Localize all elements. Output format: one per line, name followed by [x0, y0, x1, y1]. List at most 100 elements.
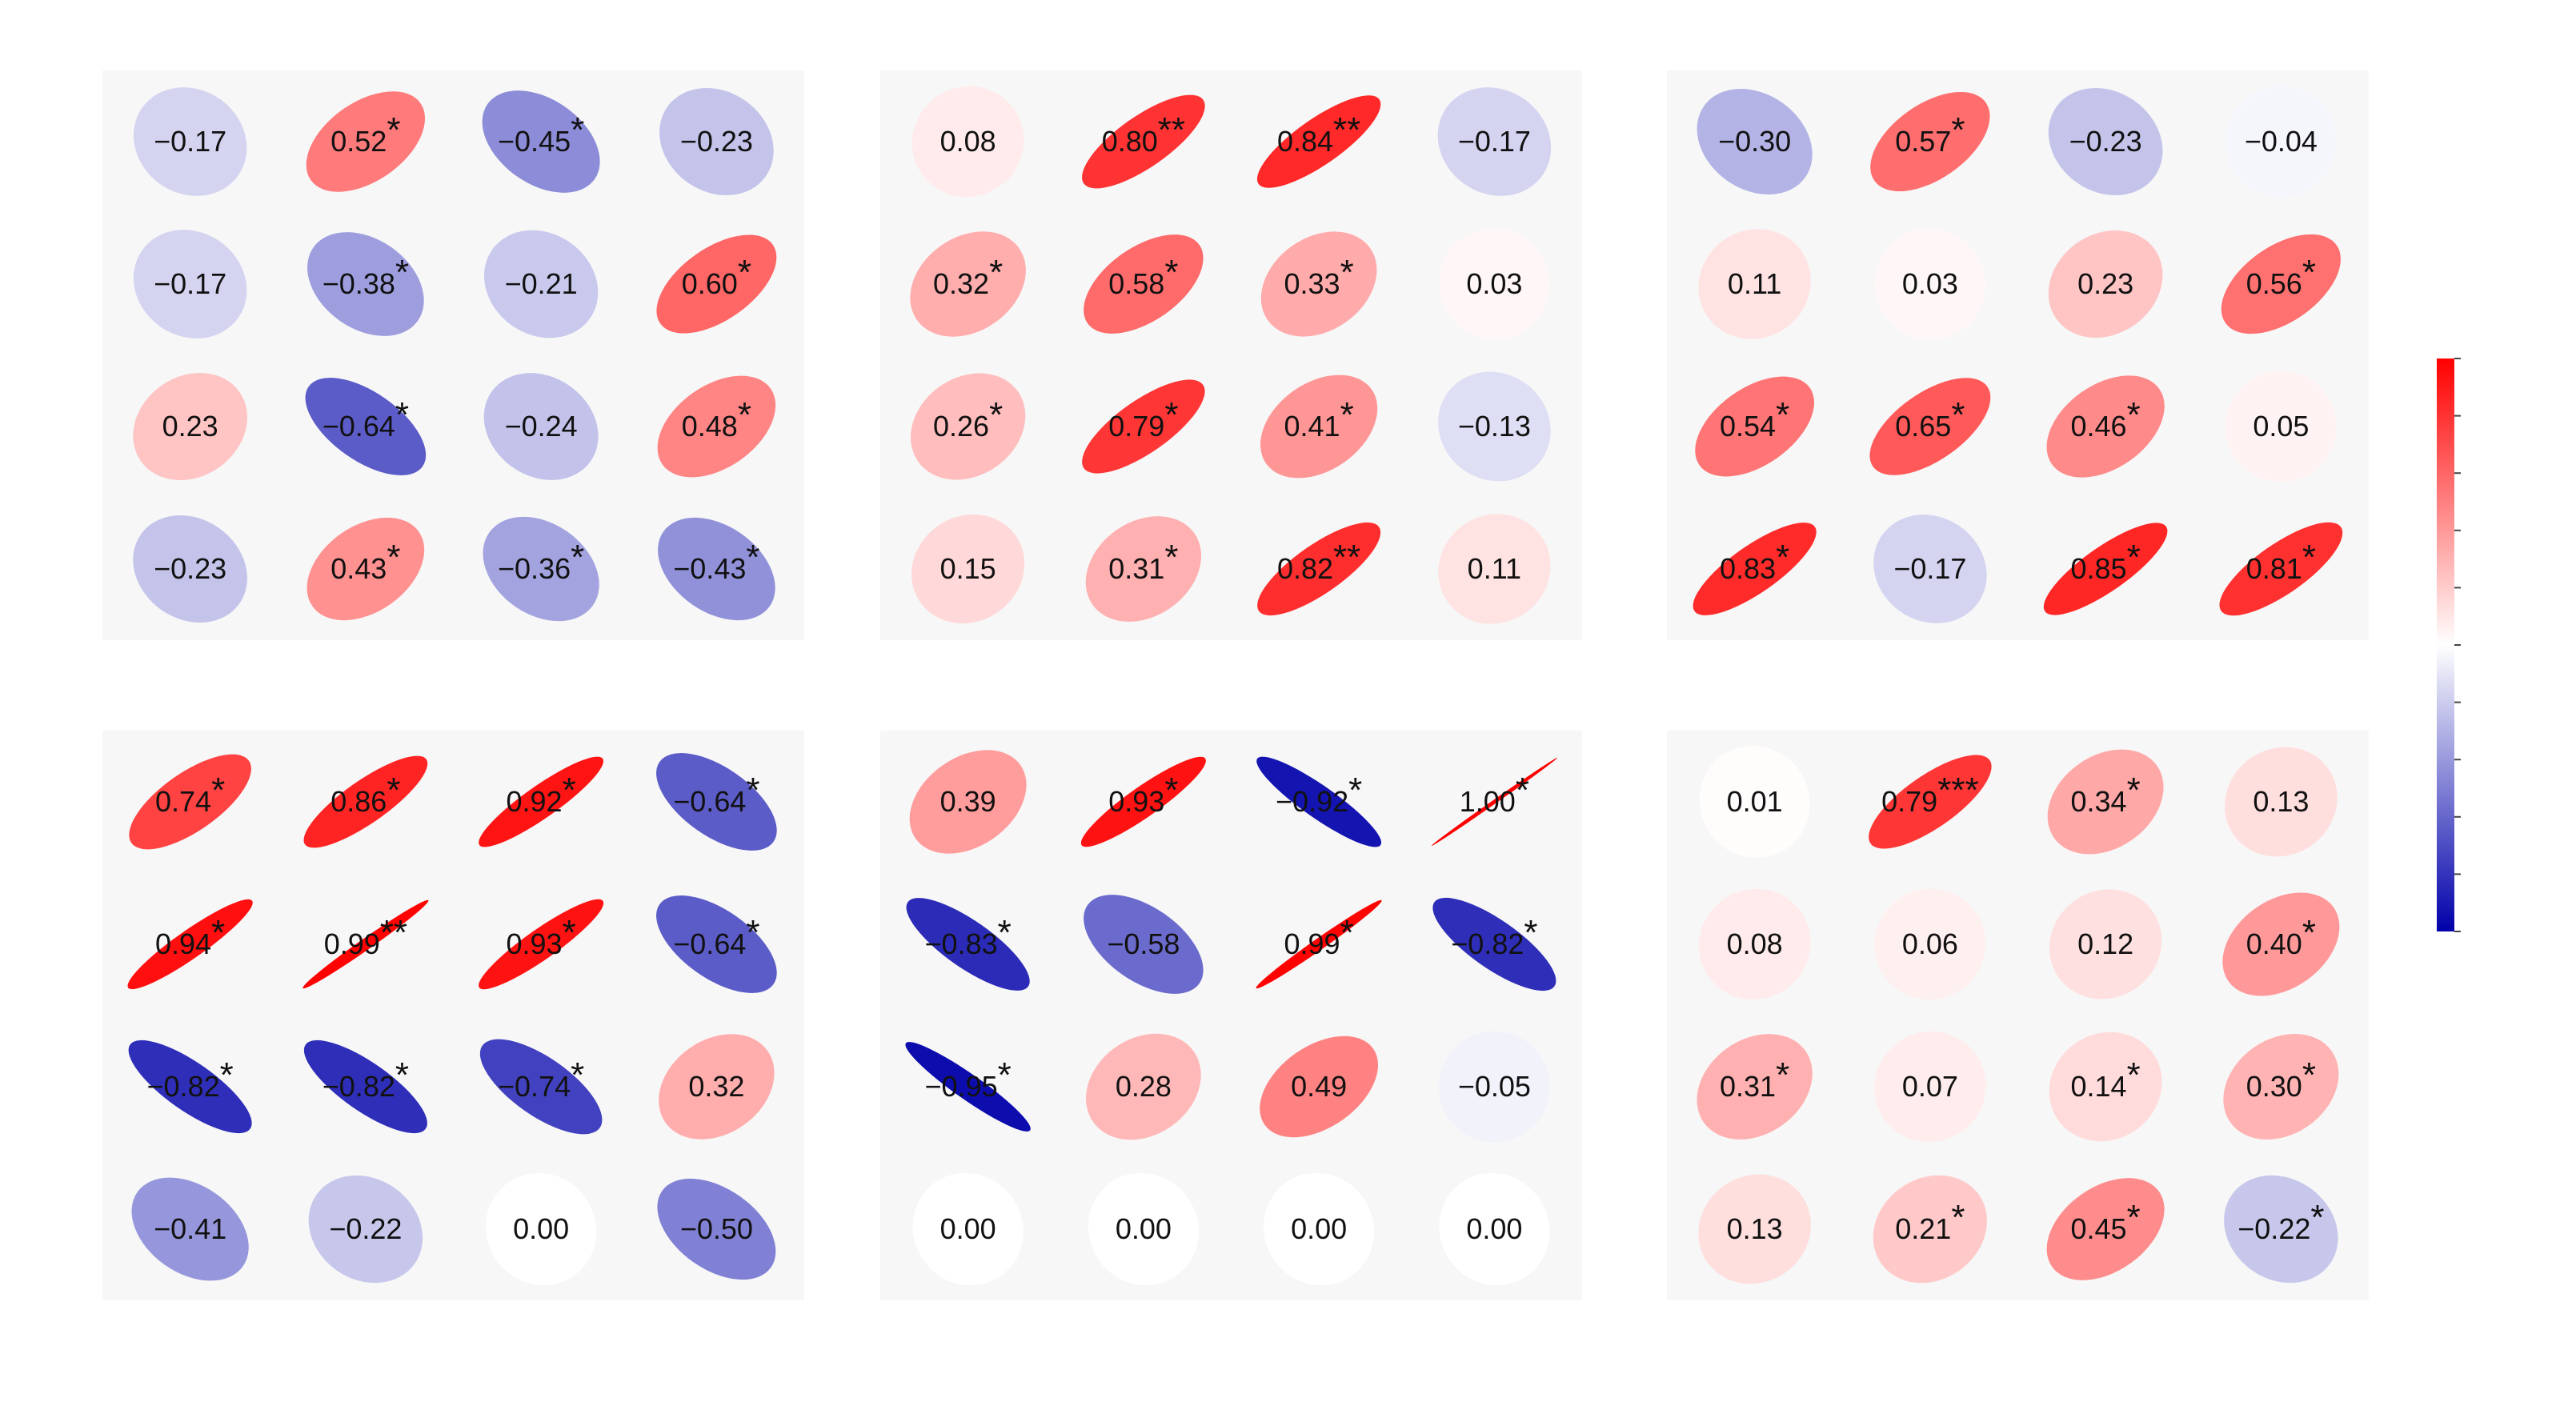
correlation-value: 0.14* — [2071, 1056, 2141, 1103]
correlation-ellipse — [1260, 231, 1377, 337]
correlation-ellipse — [307, 232, 424, 336]
correlation-ellipse — [306, 517, 425, 621]
correlation-value: −0.45* — [498, 110, 584, 158]
correlation-value: 0.23 — [2077, 267, 2133, 300]
significance-stars: * — [1951, 1198, 1965, 1237]
correlation-value: 0.80** — [1102, 110, 1185, 158]
correlation-ellipse — [131, 1177, 249, 1281]
correlation-number: 0.52 — [331, 125, 387, 158]
correlation-ellipse — [2046, 1178, 2165, 1280]
correlation-value: 0.46* — [2071, 395, 2141, 443]
correlation-number: 0.11 — [1468, 552, 1521, 585]
significance-stars: * — [1164, 771, 1178, 810]
correlation-value: −0.50 — [680, 1212, 753, 1245]
correlation-value: 0.84** — [1277, 110, 1360, 158]
correlation-value: −0.17 — [1893, 552, 1966, 585]
significance-stars: * — [746, 771, 759, 810]
correlation-value: 0.12 — [2077, 927, 2133, 960]
correlation-value: 0.13 — [1727, 1212, 1783, 1245]
correlation-number: 0.00 — [1116, 1212, 1172, 1245]
correlation-number: −0.45 — [498, 125, 571, 158]
significance-stars: * — [1164, 395, 1178, 435]
correlation-number: 0.45 — [2071, 1212, 2127, 1245]
correlation-ellipse — [1260, 375, 1378, 479]
correlation-ellipse — [2049, 1031, 2162, 1142]
correlation-ellipse — [305, 378, 427, 475]
significance-stars: *** — [1937, 771, 1978, 810]
significance-stars: * — [998, 913, 1012, 952]
correlation-value: −0.17 — [154, 125, 226, 158]
correlation-number: 0.93 — [507, 927, 563, 960]
correlation-number: 0.54 — [1720, 410, 1776, 443]
correlation-value: −0.17 — [1458, 125, 1531, 158]
correlation-number: 0.99 — [324, 927, 380, 960]
correlation-value: 0.33* — [1284, 253, 1354, 300]
correlation-number: 0.14 — [2071, 1070, 2127, 1103]
correlation-number: 0.03 — [1466, 267, 1522, 300]
correlation-number: 1.00 — [1460, 785, 1516, 818]
correlation-value: 0.58* — [1108, 253, 1178, 300]
correlation-number: −0.74 — [498, 1070, 571, 1103]
correlation-value: −0.64* — [673, 771, 759, 818]
correlation-value: 0.79* — [1108, 395, 1178, 443]
correlation-ellipse — [2049, 889, 2162, 999]
correlation-ellipse — [1438, 514, 1551, 624]
correlation-ellipse — [1699, 745, 1810, 859]
correlation-ellipse — [308, 1175, 423, 1284]
significance-stars: * — [1776, 395, 1789, 435]
correlation-ellipse — [2225, 86, 2337, 198]
significance-stars: * — [1516, 771, 1529, 810]
correlation-ellipse — [2046, 375, 2165, 478]
correlation-number: −0.58 — [1107, 927, 1180, 960]
correlation-ellipse — [2225, 371, 2337, 483]
correlation-number: 0.08 — [940, 125, 996, 158]
significance-stars: * — [998, 1056, 1012, 1095]
significance-stars: * — [2310, 1198, 2324, 1237]
correlation-value: −0.82* — [147, 1056, 234, 1103]
correlation-value: 0.94* — [155, 913, 225, 960]
correlation-ellipse — [1257, 522, 1381, 616]
correlation-ellipse — [1080, 756, 1206, 847]
correlation-value: 0.52* — [331, 110, 400, 158]
correlation-number: 0.79 — [1108, 410, 1164, 443]
correlation-value: 0.43* — [331, 538, 400, 585]
significance-stars: * — [1951, 110, 1965, 150]
panel-a: −0.17 0.52* −0.45* −0.23−0.17 −0.38* −0.21 0.6… — [102, 70, 804, 640]
significance-stars: * — [989, 395, 1003, 435]
correlation-value: 0.31* — [1108, 538, 1178, 585]
correlation-value: 0.30* — [2246, 1056, 2316, 1103]
correlation-number: 0.85 — [2071, 552, 2127, 585]
correlation-ellipse — [2047, 749, 2164, 855]
significance-stars: * — [2302, 913, 2316, 952]
correlation-value: 0.93* — [507, 913, 576, 960]
significance-stars: * — [738, 253, 751, 292]
correlation-ellipse — [303, 755, 428, 848]
correlation-ellipse — [656, 234, 777, 334]
correlation-value: −0.23 — [680, 125, 753, 158]
correlation-ellipse — [1439, 228, 1550, 340]
correlation-number: −0.17 — [154, 267, 226, 300]
panel-c: −0.30 0.57* −0.23 −0.040.11 0.03 0.23 0.56*0.5… — [1667, 70, 2369, 640]
significance-stars: * — [563, 771, 576, 810]
correlation-number: 0.30 — [2246, 1070, 2302, 1103]
correlation-number: 0.46 — [2071, 410, 2127, 443]
correlation-number: 0.13 — [1727, 1212, 1783, 1245]
correlation-value: −0.83* — [925, 913, 1012, 960]
correlation-value: 0.08 — [940, 125, 996, 158]
correlation-number: 0.86 — [331, 785, 387, 818]
correlation-value: −0.04 — [2245, 125, 2318, 158]
significance-stars: ** — [1158, 110, 1185, 150]
correlation-value: 0.40* — [2246, 913, 2316, 960]
significance-stars: * — [1340, 913, 1354, 952]
correlation-ellipse — [2221, 234, 2341, 334]
correlation-ellipse — [128, 1039, 252, 1134]
correlation-value: 0.00 — [1466, 1212, 1522, 1245]
correlation-ellipse — [129, 754, 251, 850]
correlation-ellipse — [1088, 1172, 1199, 1286]
correlation-ellipse — [659, 87, 774, 196]
correlation-number: −0.41 — [154, 1212, 226, 1245]
correlation-ellipse — [1869, 378, 1991, 475]
correlation-ellipse — [1697, 1034, 1813, 1140]
correlation-value: 1.00* — [1460, 771, 1529, 818]
correlation-ellipse — [1256, 899, 1382, 989]
